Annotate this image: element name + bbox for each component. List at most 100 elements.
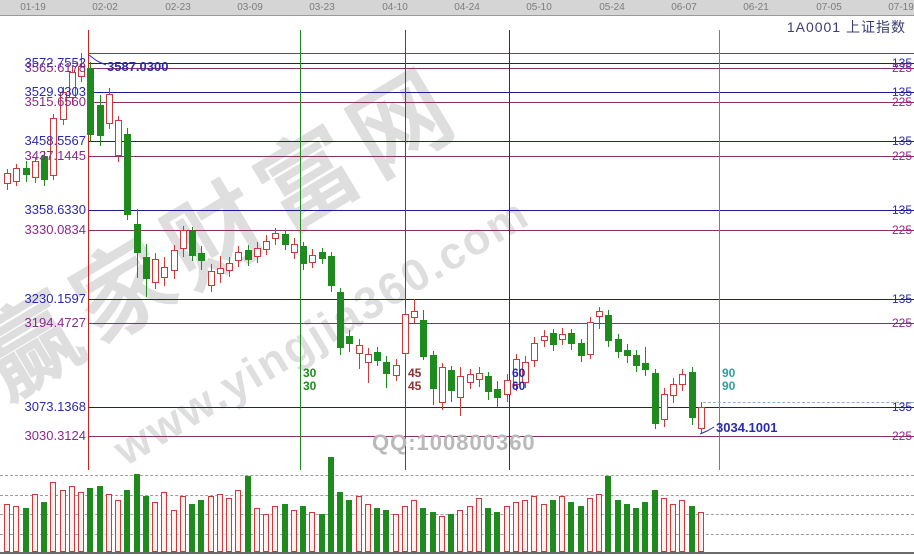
candle-body — [142, 257, 150, 280]
candle-body — [87, 68, 95, 135]
candle-body — [660, 393, 668, 420]
volume-bar — [577, 506, 584, 552]
date-tick-label: 04-10 — [382, 2, 408, 13]
volume-bar — [13, 506, 20, 552]
price-label: 3230.1597 — [24, 290, 86, 306]
candle-body — [216, 268, 224, 274]
date-axis-bar: 01-19 02-02 02-23 03-09 03-23 04-10 04-24 05-10… — [0, 0, 914, 16]
vline-count-label: 90 — [722, 379, 736, 393]
instrument-title: 1A0001 上证指数 — [786, 19, 906, 35]
volume-bar — [142, 496, 149, 552]
candle-wick — [358, 338, 360, 369]
vline-count-label: 45 — [408, 379, 422, 393]
candle-wick — [599, 306, 600, 329]
volume-bar — [568, 502, 575, 552]
volume-bar — [253, 508, 260, 552]
gann-line — [88, 63, 914, 64]
candle-body — [429, 355, 437, 390]
candle-body — [688, 371, 696, 419]
candle-body — [309, 254, 317, 263]
volume-bar — [300, 506, 306, 552]
candle-body — [670, 383, 677, 397]
volume-bar — [216, 494, 223, 552]
price-label: 3073.1368 — [24, 398, 86, 414]
volume-bar — [96, 486, 103, 552]
volume-bar — [670, 504, 676, 552]
volume-bar — [559, 496, 565, 552]
volume-bar — [651, 490, 658, 552]
candle-body — [401, 313, 409, 354]
volume-bar — [235, 490, 242, 552]
candle-body — [281, 233, 289, 245]
candle-body — [170, 250, 178, 272]
volume-bar — [133, 474, 140, 552]
volume-bar — [87, 488, 94, 552]
date-tick-label: 05-24 — [599, 2, 625, 13]
candle-body — [383, 361, 391, 375]
candle-wick — [367, 348, 369, 383]
candle-body — [59, 92, 67, 120]
candle-body — [41, 155, 48, 181]
volume-bar — [263, 514, 269, 552]
volume-bar — [161, 492, 168, 552]
gann-line — [88, 210, 914, 211]
volume-bar — [411, 500, 417, 552]
candle-body — [411, 311, 418, 318]
volume-bar — [392, 514, 399, 552]
candle-body — [272, 232, 280, 240]
volume-bar — [420, 508, 427, 552]
candle-body — [512, 359, 520, 386]
volume-bar — [4, 504, 10, 552]
gann-line — [88, 407, 914, 408]
candle-body — [105, 93, 113, 124]
candle-body — [568, 333, 576, 345]
bottom-border — [0, 552, 914, 554]
gann-vline — [509, 30, 510, 470]
volume-bar — [337, 492, 343, 552]
gann-line — [88, 323, 914, 324]
candle-body — [68, 71, 76, 98]
volume-bar — [272, 506, 279, 552]
candle-body — [586, 322, 594, 356]
candle-body — [22, 167, 30, 175]
candle-body — [31, 161, 39, 178]
volume-bar — [531, 496, 538, 552]
volume-bar — [374, 508, 380, 552]
vline-count-label: 45 — [408, 366, 422, 380]
gann-line — [88, 230, 914, 231]
vline-count-label: 30 — [303, 366, 317, 380]
volume-bar — [318, 514, 325, 552]
volume-bar — [189, 504, 195, 552]
candle-body — [503, 379, 511, 395]
candle-body — [420, 319, 428, 358]
candle-body — [244, 250, 252, 261]
date-tick-label: 03-23 — [309, 2, 335, 13]
gann-vline — [405, 30, 406, 470]
date-tick-label: 06-21 — [743, 2, 769, 13]
candle-body — [549, 333, 557, 346]
volume-gridline — [0, 475, 914, 476]
vline-count-label: 30 — [303, 379, 317, 393]
candle-body — [633, 355, 640, 367]
gann-percent-label: 225 — [891, 95, 912, 110]
volume-bar — [623, 504, 630, 552]
volume-bar — [688, 506, 695, 552]
gann-percent-label: 135 — [891, 55, 912, 70]
price-label: 3529.9303 — [24, 84, 86, 100]
candle-body — [623, 349, 631, 357]
watermark-qq: QQ:100800360 — [372, 430, 536, 455]
volume-bar — [605, 476, 612, 552]
volume-bar — [383, 510, 390, 552]
candle-body — [448, 370, 455, 391]
volume-bar — [50, 482, 57, 552]
volume-bar — [244, 476, 251, 552]
gann-percent-label: 225 — [891, 60, 912, 75]
price-label: 3565.6178 — [24, 59, 86, 75]
volume-bar — [586, 498, 593, 552]
candle-body — [457, 375, 465, 398]
candle-body — [226, 262, 233, 272]
volume-bar — [596, 494, 602, 552]
candle-body — [263, 240, 270, 251]
volume-gridline — [0, 495, 914, 496]
